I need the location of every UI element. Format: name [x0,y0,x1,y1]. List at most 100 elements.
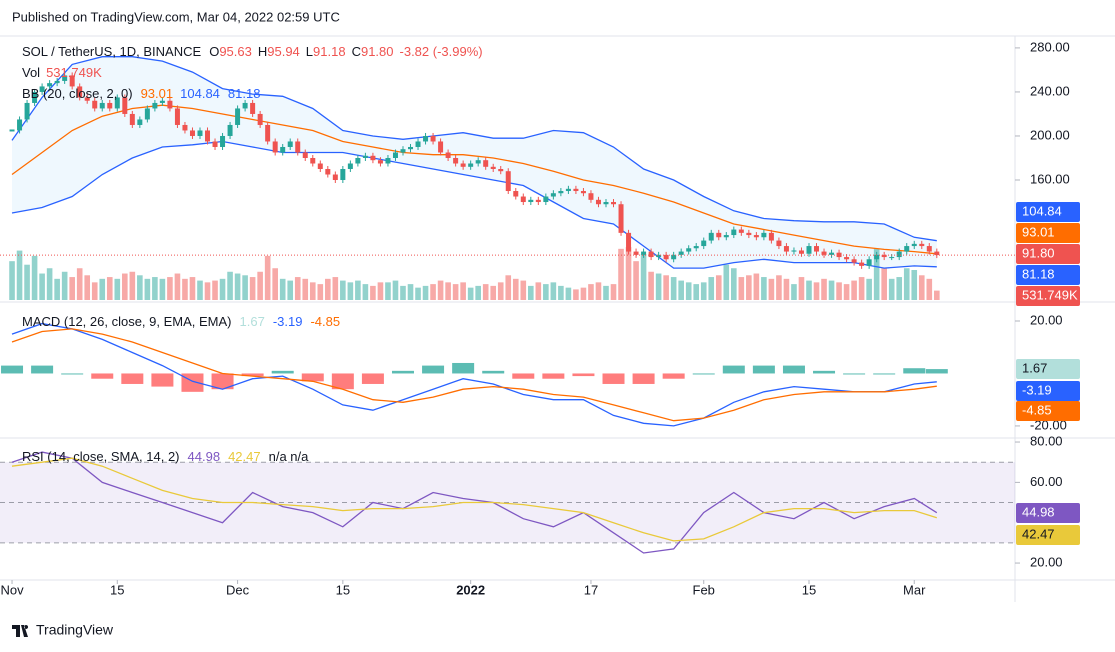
candle [708,232,714,241]
volume-bar [708,277,715,300]
volume-bar [460,282,466,300]
candle [460,163,466,167]
volume-bar [731,268,737,300]
candle [54,80,60,84]
volume-bar [783,278,790,300]
candle [423,135,429,142]
candle [558,191,564,194]
volume-bar [152,277,158,300]
volume-bar [836,282,842,300]
volume-bar [903,268,910,300]
rsi-ma [11,457,937,542]
candle [362,155,368,158]
volume-bar [91,282,98,300]
legend-item: -3.82 (-3.99%) [400,44,483,59]
candle [340,169,346,181]
histogram-bar [31,365,54,374]
bb-fill [12,56,937,269]
candle [550,193,556,197]
candle [227,124,233,136]
volume-bar [242,275,248,300]
volume-bar [497,282,504,300]
volume-bar [39,273,45,300]
volume-bar [54,278,60,300]
volume-bar [746,275,752,300]
volume-bar [678,280,684,300]
candle [32,91,38,103]
price-badge: 104.84 [1016,202,1080,222]
candle [926,246,932,252]
volume-bar [543,284,549,300]
volume-bar [550,282,557,300]
legend-item: 42.47 [228,449,261,464]
plot-area [0,56,1015,554]
volume-bar [452,284,459,300]
legend-item: 91.18 [313,44,346,59]
legend-item: 104.84 [180,86,220,101]
candle [107,102,113,109]
candle [814,246,820,252]
candle [851,259,857,263]
candle [783,246,789,252]
volume-bar [670,277,677,300]
x-tick-label: Mar [903,582,926,597]
candle [791,250,797,252]
y-tick-label: 20.00 [1030,554,1063,569]
volume-bar [24,264,30,300]
histogram-bar [61,373,84,375]
volume-bar [16,250,23,300]
candle [475,160,481,164]
candle [167,100,173,109]
candle [144,108,150,120]
legend-item: 91.80 [361,44,394,59]
candle [137,119,143,125]
candle [430,135,436,142]
legend-item: MACD (12, 26, close, 9, EMA, EMA) [22,314,232,329]
candle [129,113,135,125]
histogram-bar [121,373,144,384]
volume-bar [204,282,211,300]
candle [603,202,609,205]
volume-bar [520,280,527,300]
logo-mark [12,625,29,637]
y-tick-label: 80.00 [1030,433,1063,448]
legend-item: RSI (14, close, SMA, 14, 2) [22,449,180,464]
price-badge: 531.749K [1016,286,1080,306]
volume-bar [445,282,451,300]
candle [866,259,872,266]
candle [731,229,737,236]
legend: RSI (14, close, SMA, 14, 2) 44.98 42.47 n/a… [22,449,309,464]
histogram-bar [452,362,475,374]
volume-bar [595,282,602,300]
macd-signal [11,328,937,422]
candle [24,102,30,120]
volume-bar [715,275,722,300]
candle [889,257,895,259]
volume-bar [648,271,654,300]
price-badge: 1.67 [1016,359,1080,379]
volume-bar [84,275,91,300]
candle [919,243,925,247]
x-tick-label: Dec [226,582,250,597]
volume-bar [610,284,617,300]
histogram-bar [873,373,896,375]
volume-bar [482,284,489,300]
volume-bar [189,277,196,300]
volume-bar [663,275,669,300]
candle [505,171,511,192]
candle [69,75,75,87]
candle [220,135,226,147]
x-tick-label: Feb [693,582,715,597]
badge-label: 81.18 [1022,266,1055,281]
volume-bar [377,282,384,300]
volume-bar [693,284,700,300]
candle [174,108,180,125]
volume-bar [467,287,474,300]
volume-bar [618,248,624,300]
volume-bar [99,278,106,300]
y-tick-label: 60.00 [1030,474,1063,489]
x-tick-label: Nov [0,582,24,597]
candle [385,157,391,164]
x-tick-label: 15 [336,582,350,597]
